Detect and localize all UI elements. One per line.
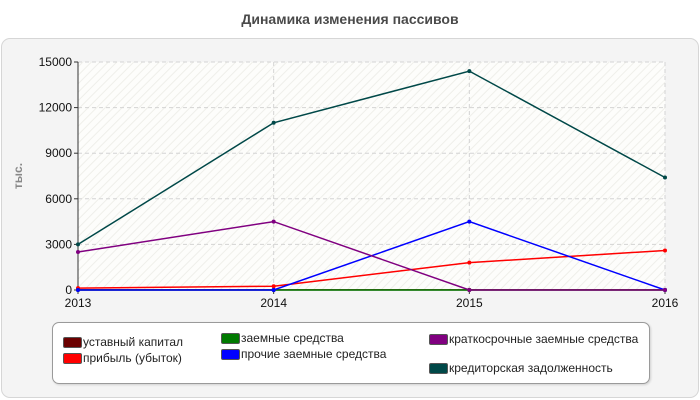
legend-label: краткосрочные заемные средства [449, 332, 639, 346]
legend-swatch [221, 349, 240, 360]
data-point [663, 248, 667, 253]
data-point [663, 288, 667, 292]
series-line [77, 70, 666, 246]
legend-swatch [429, 334, 448, 345]
chart-legend: уставный капитал прибыль (убыток) заемны… [52, 322, 650, 384]
x-tick-label: 2014 [260, 296, 287, 310]
y-tick-label: 3000 [45, 237, 72, 251]
legend-label: кредиторская задолженность [449, 361, 613, 375]
data-point [76, 250, 80, 254]
chart-title: Динамика изменения пассивов [241, 11, 459, 27]
legend-label: заемные средства [241, 331, 344, 345]
y-tick-label: 12000 [39, 101, 73, 115]
data-point [271, 288, 276, 292]
y-tick-label: 9000 [45, 146, 72, 160]
data-point [271, 219, 276, 224]
series-line [77, 220, 665, 291]
series-lines [76, 69, 667, 292]
data-point [76, 242, 80, 247]
legend-label: уставный капитал [83, 335, 183, 349]
legend-swatch [429, 363, 448, 374]
y-tick-label: 6000 [45, 192, 72, 206]
legend-swatch [63, 353, 82, 364]
data-point [467, 69, 472, 74]
x-tick-label: 2015 [456, 296, 483, 310]
data-point [467, 219, 472, 224]
plot-area [78, 62, 665, 290]
legend-label: прочие заемные средства [241, 347, 387, 361]
x-tick-label: 2016 [652, 296, 679, 310]
y-tick-label: 0 [65, 283, 72, 297]
data-point [271, 284, 276, 289]
x-tick-label: 2013 [65, 296, 92, 310]
data-point [467, 288, 472, 292]
data-point [467, 260, 472, 265]
legend-label: прибыль (убыток) [83, 351, 182, 365]
legend-swatch [221, 333, 240, 344]
y-axis-label: тыс. [11, 163, 25, 189]
y-tick-label: 15000 [39, 55, 73, 69]
data-point [76, 288, 80, 292]
data-point [271, 120, 276, 125]
data-point [663, 175, 667, 180]
legend-swatch [63, 337, 82, 348]
